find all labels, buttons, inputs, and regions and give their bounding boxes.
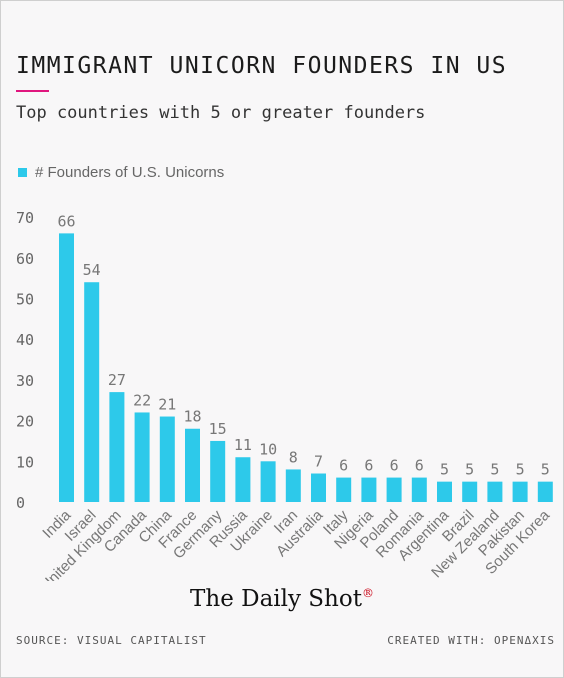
- chart-title: IMMIGRANT UNICORN FOUNDERS IN US: [16, 53, 508, 79]
- data-label: 5: [541, 461, 550, 479]
- bar: [84, 282, 100, 502]
- data-label: 7: [314, 453, 323, 471]
- data-label: 66: [57, 212, 75, 230]
- data-label: 6: [390, 457, 399, 475]
- bar: [260, 461, 276, 502]
- data-label: 5: [490, 461, 499, 479]
- title-accent-line: [16, 90, 49, 92]
- bar: [134, 412, 150, 502]
- legend-swatch: [18, 168, 27, 177]
- y-tick-label: 10: [16, 453, 34, 471]
- bar: [487, 481, 503, 502]
- bar: [437, 481, 452, 502]
- data-label: 6: [339, 457, 348, 475]
- legend: # Founders of U.S. Unicorns: [18, 164, 224, 181]
- bar: [537, 481, 553, 502]
- y-tick-label: 0: [16, 494, 25, 512]
- bar: [185, 428, 200, 502]
- data-label: 21: [158, 396, 176, 414]
- data-label: 6: [364, 457, 373, 475]
- source-note: SOURCE: VISUAL CAPITALIST: [16, 634, 207, 647]
- data-label: 27: [108, 371, 126, 389]
- y-tick-label: 60: [16, 250, 34, 268]
- bar: [411, 477, 427, 502]
- data-label: 8: [289, 448, 298, 466]
- bar: [109, 392, 125, 502]
- data-label: 54: [83, 261, 101, 279]
- bar: [210, 440, 226, 502]
- bar: [311, 473, 326, 502]
- data-label: 6: [415, 457, 424, 475]
- bar: [285, 469, 301, 502]
- bar: [512, 481, 528, 502]
- brand-logo: The Daily Shot®: [1, 586, 563, 612]
- data-label: 5: [516, 461, 525, 479]
- bar: [59, 233, 74, 502]
- y-tick-label: 30: [16, 372, 34, 390]
- data-label: 15: [209, 420, 227, 438]
- bar: [386, 477, 402, 502]
- bar: [361, 477, 377, 502]
- legend-label: # Founders of U.S. Unicorns: [35, 164, 225, 181]
- bar: [336, 477, 352, 502]
- data-label: 22: [133, 391, 151, 409]
- brand-registered-mark: ®: [361, 586, 374, 600]
- bar: [462, 481, 478, 502]
- chart-subtitle: Top countries with 5 or greater founders: [16, 103, 426, 123]
- data-label: 5: [440, 461, 449, 479]
- data-label: 18: [183, 408, 201, 426]
- brand-name: The Daily Shot: [190, 586, 362, 612]
- data-label: 5: [465, 461, 474, 479]
- y-tick-label: 40: [16, 331, 34, 349]
- data-label: 11: [234, 436, 252, 454]
- y-tick-label: 50: [16, 291, 34, 309]
- y-tick-label: 70: [16, 209, 34, 227]
- bar: [159, 416, 175, 502]
- bar: [235, 457, 251, 502]
- created-with-note: CREATED WITH: OPENΔXIS: [387, 634, 555, 647]
- data-label: 10: [259, 440, 277, 458]
- y-tick-label: 20: [16, 413, 34, 431]
